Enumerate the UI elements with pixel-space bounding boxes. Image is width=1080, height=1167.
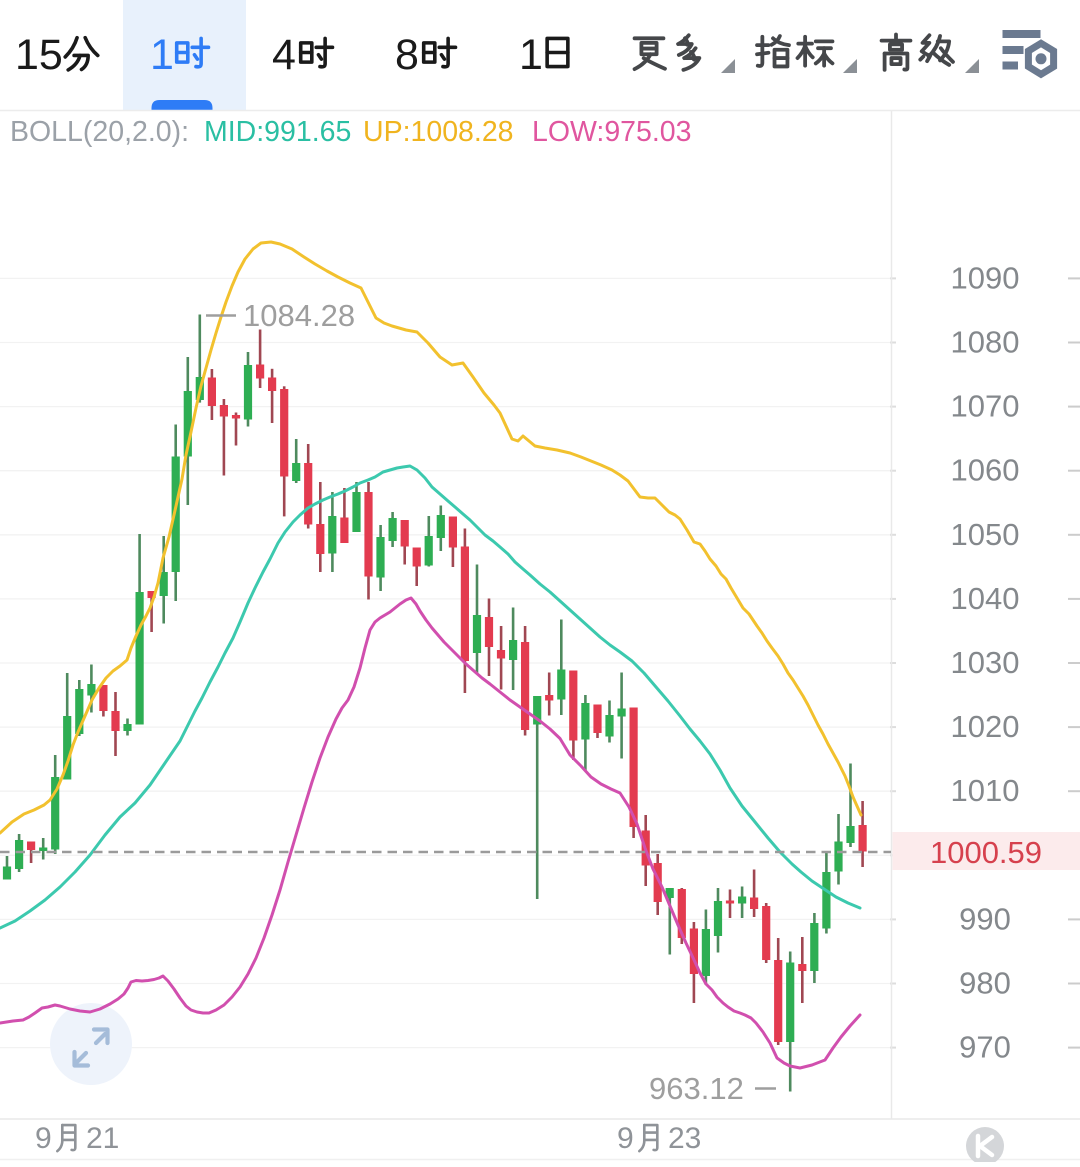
svg-text:990: 990 bbox=[959, 901, 1011, 936]
svg-text:1060: 1060 bbox=[951, 453, 1020, 488]
svg-text:1050: 1050 bbox=[951, 517, 1020, 552]
svg-text:BOLL(20,2.0):: BOLL(20,2.0): bbox=[10, 116, 189, 148]
svg-text:980: 980 bbox=[959, 966, 1011, 1001]
svg-text:963.12: 963.12 bbox=[649, 1071, 744, 1106]
svg-text:LOW:975.03: LOW:975.03 bbox=[532, 116, 692, 148]
svg-text:MID:991.65: MID:991.65 bbox=[204, 116, 351, 148]
svg-text:UP:1008.28: UP:1008.28 bbox=[363, 116, 514, 148]
svg-text:21: 21 bbox=[86, 1122, 119, 1155]
svg-text:1090: 1090 bbox=[951, 260, 1020, 295]
svg-text:1010: 1010 bbox=[951, 773, 1020, 808]
svg-text:1080: 1080 bbox=[951, 325, 1020, 360]
svg-text:1000.59: 1000.59 bbox=[930, 835, 1042, 870]
svg-text:1020: 1020 bbox=[951, 709, 1020, 744]
svg-text:15: 15 bbox=[15, 31, 63, 79]
svg-text:970: 970 bbox=[959, 1030, 1011, 1065]
svg-text:9: 9 bbox=[35, 1122, 52, 1155]
svg-text:1070: 1070 bbox=[951, 389, 1020, 424]
svg-text:23: 23 bbox=[668, 1122, 701, 1155]
svg-text:4: 4 bbox=[272, 31, 296, 79]
svg-text:1084.28: 1084.28 bbox=[243, 298, 355, 333]
svg-text:8: 8 bbox=[395, 31, 419, 79]
svg-text:1030: 1030 bbox=[951, 645, 1020, 680]
svg-text:1040: 1040 bbox=[951, 581, 1020, 616]
svg-text:1: 1 bbox=[519, 31, 543, 79]
svg-text:1: 1 bbox=[150, 31, 174, 79]
svg-text:9: 9 bbox=[617, 1122, 634, 1155]
